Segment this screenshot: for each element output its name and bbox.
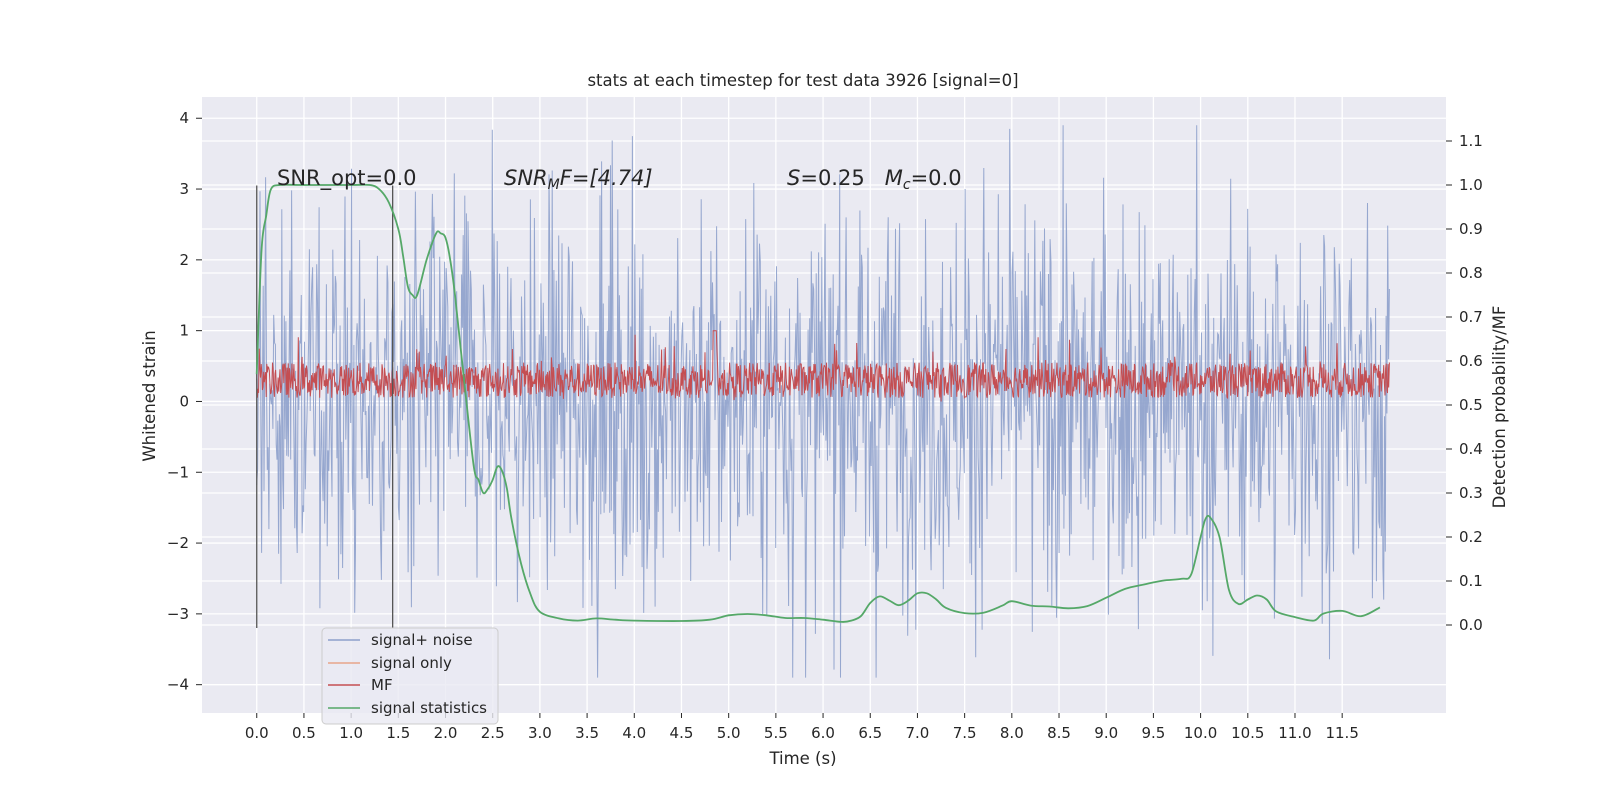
chart-title: stats at each timestep for test data 392… (587, 71, 1018, 90)
y2-tick-label: 0.1 (1459, 572, 1483, 590)
x-axis-label: Time (s) (768, 749, 836, 768)
x-tick-label: 7.0 (906, 724, 930, 742)
plot-area (255, 125, 1390, 678)
x-tick-label: 11.0 (1278, 724, 1311, 742)
x-tick-label: 3.5 (575, 724, 599, 742)
x-tick-label: 8.0 (1000, 724, 1024, 742)
x-tick-label: 2.0 (434, 724, 458, 742)
annotation-snr-opt: SNR_opt=0.0 (277, 166, 417, 191)
legend-label-signal-statistics: signal statistics (371, 699, 487, 717)
x-tick-label: 5.5 (764, 724, 788, 742)
y2-tick-label: 0.4 (1459, 440, 1483, 458)
x-tick-label: 1.5 (386, 724, 410, 742)
y-tick-label: 1 (179, 322, 189, 340)
x-tick-label: 11.5 (1325, 724, 1358, 742)
y-tick-label: 2 (179, 251, 189, 269)
y2-tick-label: 0.0 (1459, 616, 1483, 634)
x-tick-label: 6.5 (858, 724, 882, 742)
y2-tick-label: 0.3 (1459, 484, 1483, 502)
annotation-s-mc: S=0.25 Mc=0.0 (787, 166, 962, 193)
x-tick-label: 10.5 (1231, 724, 1264, 742)
y2-axis-ticks: 1.1 1.0 0.9 0.8 0.7 0.6 0.5 0.4 0.3 0.2 0.1 0.0 (1446, 132, 1483, 634)
x-tick-label: 5.0 (717, 724, 741, 742)
x-tick-label: 1.0 (339, 724, 363, 742)
y-tick-label: 0 (179, 392, 189, 410)
y-axis-ticks: 4 3 2 1 0 −1 −2 −3 −4 (167, 109, 202, 694)
y-tick-label: 4 (179, 109, 189, 127)
legend-label-signal-noise: signal+ noise (371, 631, 473, 649)
series-signal-statistics (255, 183, 1381, 623)
y-tick-label: 3 (179, 180, 189, 198)
y2-tick-label: 0.9 (1459, 220, 1483, 238)
y2-tick-label: 0.5 (1459, 396, 1483, 414)
y2-tick-label: 0.2 (1459, 528, 1483, 546)
legend-box (321, 627, 499, 725)
x-axis-ticks: 0.0 0.5 1.0 1.5 2.0 2.5 3.0 3.5 4.0 4.5 5.0 5.5 6.0 6… (245, 713, 1359, 742)
y2-axis-label: Detection probability/MF (1490, 306, 1509, 509)
legend-label-signal-only: signal only (371, 654, 452, 672)
x-tick-label: 7.5 (953, 724, 977, 742)
x-tick-label: 9.0 (1094, 724, 1118, 742)
x-tick-label: 4.0 (622, 724, 646, 742)
y2-tick-label: 1.0 (1459, 176, 1483, 194)
y-tick-label: −2 (167, 534, 189, 552)
x-tick-label: 2.5 (481, 724, 505, 742)
y-axis-label: Whitened strain (140, 330, 159, 461)
y2-tick-label: 0.7 (1459, 308, 1483, 326)
y2-tick-label: 0.8 (1459, 264, 1483, 282)
x-tick-label: 0.0 (245, 724, 269, 742)
x-tick-label: 8.5 (1047, 724, 1071, 742)
x-tick-label: 9.5 (1141, 724, 1165, 742)
y-tick-label: −4 (167, 676, 189, 694)
x-tick-label: 0.5 (292, 724, 316, 742)
legend: signal+ noise signal only MF signal stat… (321, 627, 499, 725)
x-tick-label: 3.0 (528, 724, 552, 742)
legend-label-mf: MF (371, 676, 393, 694)
y2-tick-label: 1.1 (1459, 132, 1483, 150)
y2-tick-label: 0.6 (1459, 352, 1483, 370)
y-tick-label: −1 (167, 463, 189, 481)
x-tick-label: 6.0 (811, 724, 835, 742)
x-tick-label: 10.0 (1184, 724, 1217, 742)
annotation-snr-mf: SNRMF=[4.74] (504, 166, 653, 193)
y-tick-label: −3 (167, 605, 189, 623)
series-mf (256, 330, 1390, 402)
x-tick-label: 4.5 (670, 724, 694, 742)
